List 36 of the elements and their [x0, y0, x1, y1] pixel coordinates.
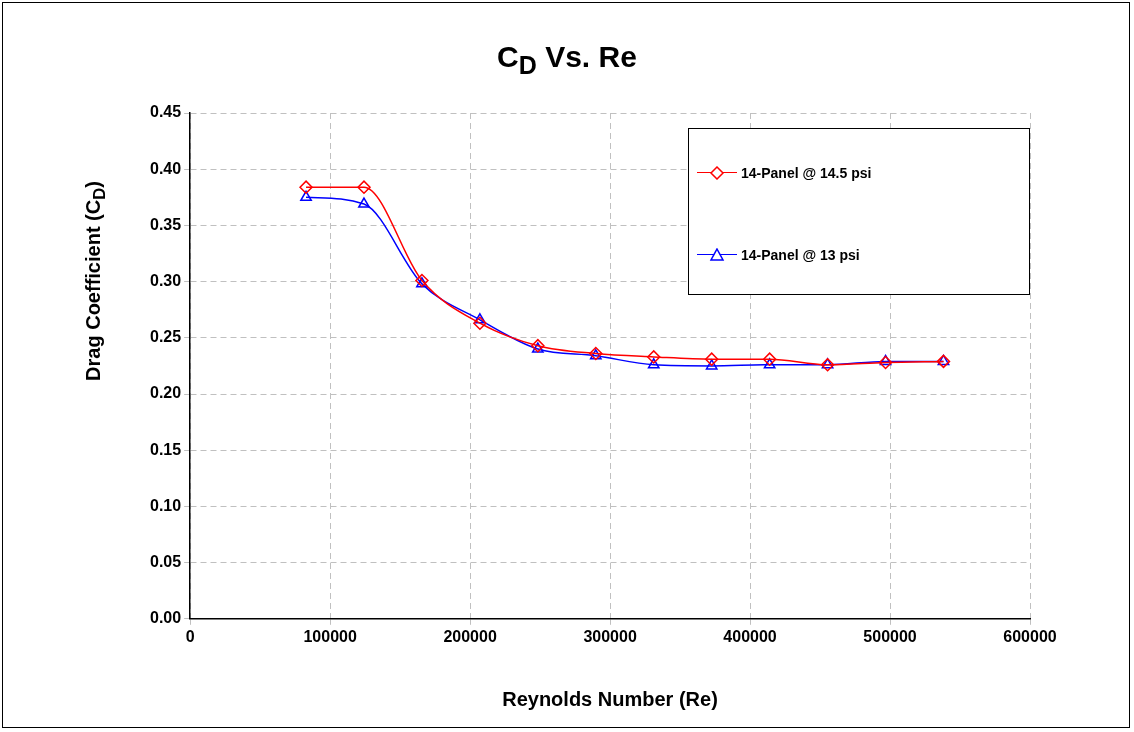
y-tick-label: 0.30 — [150, 272, 182, 290]
point — [358, 197, 370, 208]
x-tick-label: 500000 — [863, 627, 917, 645]
x-tick-label: 0 — [185, 627, 195, 645]
point — [647, 358, 660, 369]
y-tick-label: 0.45 — [150, 103, 182, 121]
point — [473, 316, 487, 330]
y-tick-label: 0.00 — [150, 609, 182, 627]
point — [416, 277, 428, 288]
y-tick-label: 0.20 — [150, 384, 182, 402]
y-tick-label: 0.05 — [150, 553, 182, 571]
y-tick-label: 0.40 — [150, 159, 182, 177]
point — [473, 313, 486, 324]
point — [878, 355, 893, 370]
point — [646, 350, 661, 364]
x-tick-label: 200000 — [443, 627, 497, 645]
y-tick-label: 0.25 — [150, 328, 182, 346]
y-tick-label: 0.15 — [150, 440, 182, 458]
y-tick-label: 0.35 — [150, 215, 182, 233]
x-tick-label: 300000 — [583, 627, 637, 645]
point — [300, 190, 312, 202]
point — [704, 352, 719, 366]
x-tick-label: 100000 — [303, 627, 357, 645]
point — [299, 180, 313, 194]
legend-label: 14-Panel @ 13 psi — [741, 247, 860, 263]
legend-label: 14-Panel @ 14.5 psi — [741, 165, 872, 181]
x-tick-label: 400000 — [723, 627, 777, 645]
x-axis-title: Reynolds Number (Re) — [501, 688, 719, 711]
x-tick-label: 600000 — [1003, 627, 1057, 645]
point — [763, 358, 776, 369]
chart-title: C$_{D}$ Vs. Re — [496, 40, 638, 80]
y-tick-label: 0.10 — [150, 496, 182, 514]
point — [705, 359, 718, 370]
point — [531, 342, 544, 353]
point — [762, 352, 777, 366]
point — [357, 180, 371, 194]
